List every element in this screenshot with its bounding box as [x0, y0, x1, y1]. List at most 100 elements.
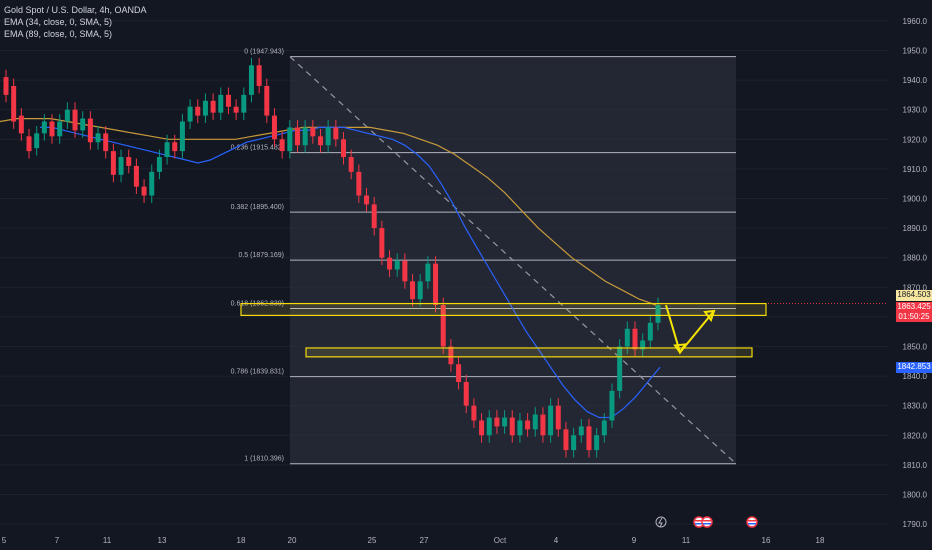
candle-body — [133, 165, 139, 187]
candle-body — [433, 263, 439, 306]
candle-body — [110, 151, 116, 175]
candle-body — [271, 115, 277, 140]
last-price-tag: 1864.503 — [896, 290, 932, 301]
x-tick-label: 11 — [103, 536, 112, 545]
candle-body — [563, 429, 569, 451]
candle-body — [210, 100, 216, 113]
y-tick-label: 1800.0 — [903, 490, 928, 499]
fib-level-label: 0.236 (1915.482) — [231, 145, 284, 152]
x-tick-label: 9 — [632, 536, 637, 545]
candle-body — [172, 142, 178, 152]
time-axis[interactable]: 5 7 11 13 18 20 25 27 Oct 4 9 11 16 18 — [2, 536, 825, 545]
candle-body — [594, 435, 600, 451]
y-tick-label: 1820.0 — [903, 431, 928, 440]
candle-body — [57, 121, 63, 137]
candle-body — [87, 118, 93, 143]
y-tick-label: 1870.0 — [903, 283, 928, 292]
ema-fast-legend[interactable]: EMA (34, close, 0, SMA, 5) — [4, 17, 113, 27]
fib-level-label: 0.5 (1879.169) — [238, 252, 284, 259]
projection-arrows[interactable] — [665, 304, 716, 355]
candle-body — [95, 133, 101, 143]
y-tick-label: 1850.0 — [903, 342, 928, 351]
candle-body — [233, 106, 239, 113]
us-flag-icon — [746, 516, 758, 528]
candle-body — [310, 127, 316, 137]
candle-body — [241, 94, 247, 113]
candle-body — [509, 417, 515, 436]
y-tick-label: 1960.0 — [903, 17, 928, 26]
candle-body — [456, 364, 462, 382]
y-tick-label: 1920.0 — [903, 135, 928, 144]
price-axis[interactable]: 1790.0 1800.0 1810.0 1820.0 1830.0 1840.0 1850… — [888, 0, 932, 550]
candle-body — [502, 417, 508, 427]
candle-body — [218, 94, 224, 113]
candle-body — [440, 305, 446, 347]
ema-price-tag: 1842.853 — [896, 362, 932, 373]
x-tick-label: 18 — [237, 536, 246, 545]
price-axis-bg — [888, 0, 932, 550]
candle-body — [141, 186, 147, 196]
candle-body — [294, 127, 300, 146]
candle-body — [555, 405, 561, 430]
candle-body — [248, 65, 254, 95]
candle-body — [126, 157, 132, 166]
candle-body — [341, 139, 347, 158]
candle-body — [3, 77, 9, 95]
candle-body — [394, 260, 400, 270]
candle-body — [525, 420, 531, 430]
symbol-title[interactable]: Gold Spot / U.S. Dollar, 4h, OANDA — [4, 5, 147, 15]
candle-body — [164, 142, 170, 158]
chart-legend: Gold Spot / U.S. Dollar, 4h, OANDA EMA (… — [4, 4, 147, 40]
candle-body — [256, 65, 262, 86]
candle-body — [49, 121, 55, 137]
fib-level-label: 0 (1947.943) — [244, 49, 284, 56]
candle-body — [325, 127, 331, 146]
fib-level-label: 0.382 (1895.400) — [231, 204, 284, 211]
y-tick-label: 1950.0 — [903, 46, 928, 55]
candle-body — [364, 195, 370, 205]
event-icons[interactable] — [655, 516, 758, 528]
x-tick-label: 13 — [158, 536, 167, 545]
fib-level-label: 0.786 (1839.831) — [231, 369, 284, 376]
x-tick-label: 20 — [288, 536, 297, 545]
y-tick-label: 1890.0 — [903, 224, 928, 233]
y-tick-label: 1940.0 — [903, 76, 928, 85]
y-tick-label: 1900.0 — [903, 194, 928, 203]
candle-body — [302, 127, 308, 146]
candle-body — [494, 417, 500, 427]
candle-body — [655, 305, 661, 323]
candle-body — [402, 260, 408, 282]
arrow-head-down — [673, 343, 687, 355]
candle-body — [410, 281, 416, 300]
upper-zone-box — [240, 302, 767, 316]
candle-body — [586, 426, 592, 451]
zones[interactable] — [240, 302, 767, 358]
candle-body — [156, 157, 162, 172]
arrow-head-up — [703, 309, 716, 323]
candle-body — [264, 86, 270, 116]
candle-body — [149, 171, 155, 196]
candle-body — [425, 263, 431, 282]
y-tick-label: 1910.0 — [903, 165, 928, 174]
candle-body — [624, 328, 630, 347]
x-tick-label: 18 — [816, 536, 825, 545]
candle-body — [632, 328, 638, 350]
ema-34-line — [40, 126, 661, 419]
candle-body — [647, 322, 653, 341]
candle-body — [225, 94, 231, 107]
ema-slow-legend[interactable]: EMA (89, close, 0, SMA, 5) — [4, 29, 113, 39]
candles — [3, 57, 661, 458]
y-tick-label: 1840.0 — [903, 372, 928, 381]
candle-body — [571, 435, 577, 451]
candle-body — [379, 228, 385, 258]
candle-body — [80, 118, 86, 131]
candle-body — [41, 121, 47, 134]
candle-body — [517, 420, 523, 436]
lightning-icon — [658, 517, 663, 528]
trend-line[interactable] — [289, 56, 737, 465]
candle-body — [72, 109, 78, 131]
candle-body — [448, 346, 454, 365]
y-tick-label: 1930.0 — [903, 106, 928, 115]
candle-body — [179, 121, 185, 152]
